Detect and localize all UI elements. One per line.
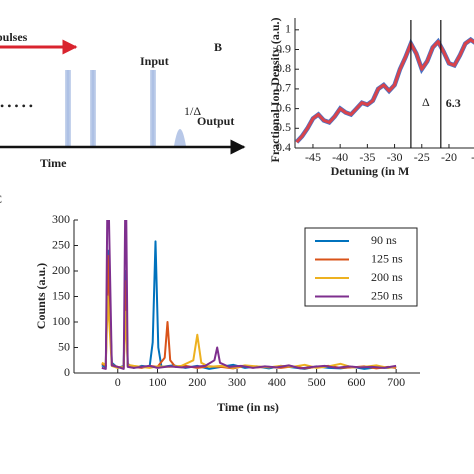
x-tick-label: 0 — [115, 375, 121, 389]
y-tick-label: 1 — [285, 22, 291, 36]
y-tick-label: 200 — [52, 263, 70, 277]
y-tick-label: 0.8 — [276, 61, 291, 75]
pulses-label: pulses — [0, 30, 28, 44]
line — [101, 220, 397, 370]
output-label: Output — [197, 114, 234, 128]
x-tick-label: 700 — [387, 375, 405, 389]
y-tick-label: 250 — [52, 237, 70, 251]
pulse — [150, 70, 156, 146]
y-tick-label: 150 — [52, 288, 70, 302]
line — [101, 295, 397, 369]
legend-label: 90 ns — [371, 233, 397, 247]
annotation: 6.3 — [446, 96, 461, 110]
line — [295, 38, 474, 144]
y-tick-label: 0.6 — [276, 100, 291, 114]
plot-area — [101, 220, 397, 370]
x-tick-label: 500 — [308, 375, 326, 389]
y-tick-label: 0.4 — [276, 140, 291, 154]
annotation: Δ — [422, 95, 430, 109]
y-tick-label: 0 — [64, 365, 70, 379]
y-axis-label: Counts (a.u.) — [34, 263, 48, 329]
panel-label: B — [214, 40, 222, 54]
x-tick-label: -45 — [305, 150, 321, 164]
plots: 0.4 0.5 0.6 0.7 0.8 0.9 1 -45 -40 -35 -30 -25 -20 -1 F… — [34, 18, 474, 414]
x-axis-label: Detuning (in M — [331, 164, 410, 178]
legend-label: 125 ns — [371, 251, 403, 265]
x-tick-label: 600 — [347, 375, 365, 389]
x-axis-label: Time (in ns) — [217, 400, 279, 414]
x-tick-label: 100 — [149, 375, 167, 389]
dots: • • • • • — [0, 99, 33, 113]
output-pulse — [174, 129, 186, 146]
x-tick-label: 300 — [228, 375, 246, 389]
plot-area — [295, 36, 474, 144]
y-tick-label: 100 — [52, 314, 70, 328]
spacing-label: 1/Δ — [184, 104, 201, 118]
time-label: Time — [40, 156, 67, 170]
y-tick-label: 0.7 — [276, 81, 291, 95]
y-tick-label: 50 — [58, 339, 70, 353]
pulse — [65, 70, 71, 146]
y-tick-label: 0.5 — [276, 120, 291, 134]
panel-label: C — [0, 192, 2, 206]
legend-label: 200 ns — [371, 270, 403, 284]
y-tick-label: 0.9 — [276, 41, 291, 55]
y-axis-label: Fractional Ion Density (a.u.) — [268, 18, 282, 163]
x-tick-label: -20 — [441, 150, 457, 164]
y-tick-label: 300 — [52, 212, 70, 226]
legend-label: 250 ns — [371, 288, 403, 302]
line-shadow — [295, 36, 474, 144]
x-tick-label: -1 — [471, 150, 474, 164]
x-tick-label: -30 — [387, 150, 403, 164]
input-label: Input — [140, 54, 169, 68]
x-tick-label: 400 — [268, 375, 286, 389]
x-tick-label: -35 — [359, 150, 375, 164]
pulse — [90, 70, 96, 146]
x-tick-label: 200 — [188, 375, 206, 389]
x-tick-label: -25 — [414, 150, 430, 164]
x-tick-label: -40 — [332, 150, 348, 164]
